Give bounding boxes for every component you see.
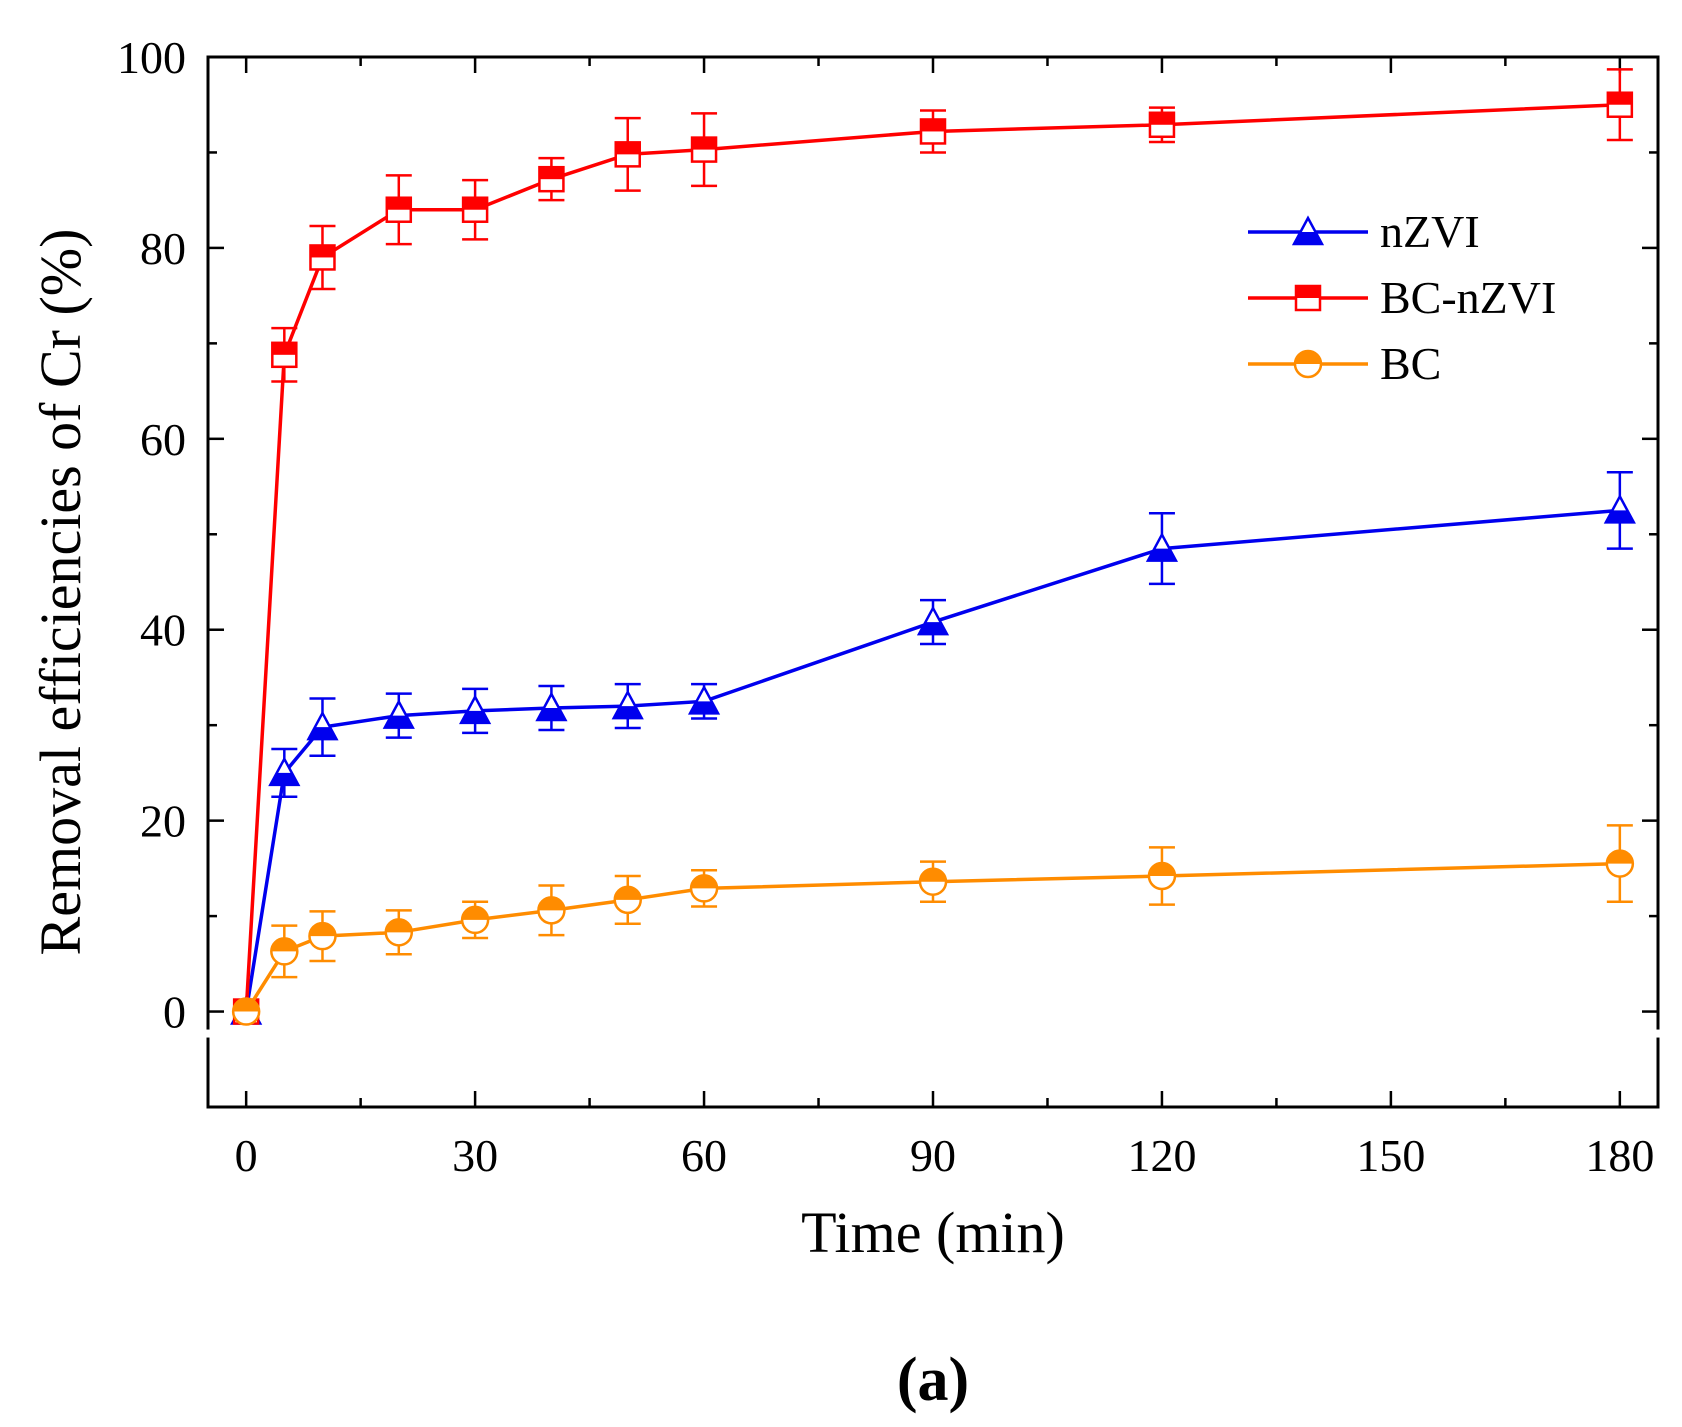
series-line <box>244 508 1620 1012</box>
x-tick-label: 90 <box>910 1130 956 1181</box>
data-point <box>306 710 339 741</box>
data-point <box>231 997 261 1026</box>
marker-fill <box>692 137 717 150</box>
panel-label: (a) <box>897 1346 969 1414</box>
marker-fill <box>270 772 299 785</box>
chart-legend: nZVI BC-nZVI BC <box>1248 206 1556 389</box>
marker-fill <box>1295 351 1321 364</box>
marker-fill <box>1294 232 1322 244</box>
x-tick-label: 150 <box>1356 1130 1425 1181</box>
legend-marker <box>1294 284 1322 312</box>
data-point <box>1606 91 1634 118</box>
legend-marker <box>1293 349 1323 379</box>
y-tick-label: 20 <box>140 796 186 847</box>
legend-label: nZVI <box>1380 206 1480 257</box>
data-point <box>309 244 336 271</box>
marker-fill <box>691 875 718 889</box>
marker-fill <box>1148 863 1175 876</box>
data-point <box>384 918 414 947</box>
marker-fill <box>384 715 413 728</box>
x-tick-label: 60 <box>681 1130 727 1181</box>
y-tick-label: 80 <box>140 223 186 274</box>
marker-fill <box>271 938 298 952</box>
legend-item-bc-nzvi: BC-nZVI <box>1248 272 1556 323</box>
marker-fill <box>309 923 336 937</box>
marker-fill <box>615 142 640 155</box>
y-tick-label: 60 <box>140 414 186 465</box>
y-axis-title: Removal efficiencies of Cr (%) <box>28 229 93 956</box>
x-tick-label: 30 <box>452 1130 498 1181</box>
data-point <box>535 691 568 722</box>
marker-fill <box>233 998 260 1012</box>
y-tick-label: 0 <box>163 987 186 1038</box>
data-point <box>382 698 415 729</box>
x-tick-label: 180 <box>1585 1130 1654 1181</box>
marker-fill <box>537 708 566 720</box>
data-point <box>687 684 721 715</box>
data-point <box>613 885 642 915</box>
data-point <box>689 874 719 903</box>
chart-axes: 0 30 60 90 120 150 180 0 20 40 60 80 100 <box>117 32 1664 1181</box>
data-point <box>690 136 718 163</box>
marker-fill <box>538 897 565 911</box>
series-nzvi <box>230 470 1636 1025</box>
legend-item-nzvi: nZVI <box>1248 206 1480 257</box>
marker-fill <box>386 197 411 210</box>
data-point <box>460 905 490 935</box>
data-point <box>308 921 337 951</box>
marker-fill <box>614 886 641 900</box>
data-point <box>271 341 298 369</box>
legend-label: BC <box>1380 338 1441 389</box>
y-tick-label: 100 <box>117 32 186 83</box>
marker-fill <box>921 119 945 132</box>
data-point <box>1148 111 1176 139</box>
marker-fill <box>919 622 947 635</box>
y-tick-label: 40 <box>140 605 186 656</box>
chart-series <box>230 68 1636 1026</box>
data-point <box>538 165 565 193</box>
legend-item-bc: BC <box>1248 338 1441 389</box>
marker-fill <box>613 706 642 719</box>
marker-fill <box>385 919 412 933</box>
marker-fill <box>1296 286 1320 298</box>
data-point <box>611 689 644 720</box>
marker-fill <box>272 342 297 355</box>
marker-fill <box>1147 548 1176 561</box>
marker-fill <box>310 245 335 258</box>
legend-label: BC-nZVI <box>1380 272 1556 323</box>
marker-fill <box>308 727 337 740</box>
data-point <box>918 867 948 896</box>
marker-fill <box>1607 92 1632 105</box>
x-tick-label: 120 <box>1127 1130 1196 1181</box>
data-point <box>1147 861 1177 891</box>
data-point <box>919 118 947 145</box>
marker-fill <box>462 906 489 920</box>
marker-fill <box>463 197 488 210</box>
data-point <box>537 896 566 925</box>
series-bc-nzvi <box>232 68 1634 1025</box>
data-point <box>614 141 641 168</box>
data-point <box>459 694 492 725</box>
data-point <box>385 196 413 223</box>
data-point <box>1605 849 1635 878</box>
marker-fill <box>1149 112 1174 125</box>
marker-fill <box>539 167 564 180</box>
marker-fill <box>1606 850 1633 864</box>
data-point <box>916 605 950 636</box>
legend-marker <box>1291 215 1325 246</box>
data-point <box>1603 493 1636 524</box>
data-point <box>461 196 489 223</box>
marker-fill <box>920 868 946 882</box>
marker-fill <box>461 710 490 723</box>
marker-fill <box>1605 510 1634 523</box>
data-point <box>270 937 299 966</box>
data-point <box>268 756 301 787</box>
data-point <box>1145 531 1179 562</box>
x-axis-title: Time (min) <box>801 1200 1065 1265</box>
x-tick-label: 0 <box>235 1130 258 1181</box>
series-bc <box>231 824 1635 1026</box>
marker-fill <box>690 701 719 714</box>
